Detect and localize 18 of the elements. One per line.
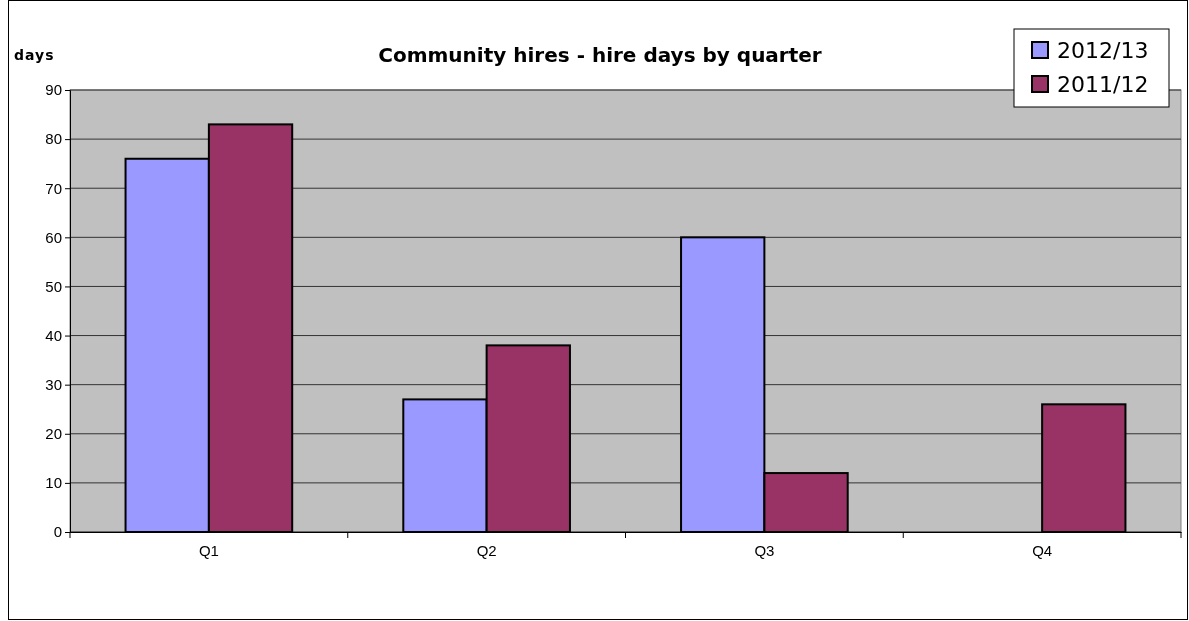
y-tick-label: 70	[45, 179, 62, 197]
y-tick-label: 30	[45, 375, 62, 393]
legend-label: 2011/12	[1057, 72, 1149, 97]
y-tick-label: 60	[45, 228, 62, 246]
x-tick-label: Q2	[476, 542, 497, 559]
y-axis-title: days	[14, 47, 55, 63]
y-tick-label: 80	[45, 130, 62, 148]
y-tick-label: 10	[45, 474, 62, 492]
y-tick-label: 20	[45, 425, 62, 443]
y-tick-label: 40	[45, 326, 62, 344]
x-tick-label: Q1	[198, 542, 219, 559]
legend-label: 2012/13	[1057, 38, 1149, 63]
y-tick-label: 90	[45, 81, 62, 99]
x-tick-label: Q3	[754, 542, 775, 559]
y-tick-label: 50	[45, 277, 62, 295]
x-tick-label: Q4	[1032, 542, 1053, 559]
chart-title: Community hires - hire days by quarter	[378, 43, 822, 67]
y-tick-label: 0	[53, 523, 62, 541]
